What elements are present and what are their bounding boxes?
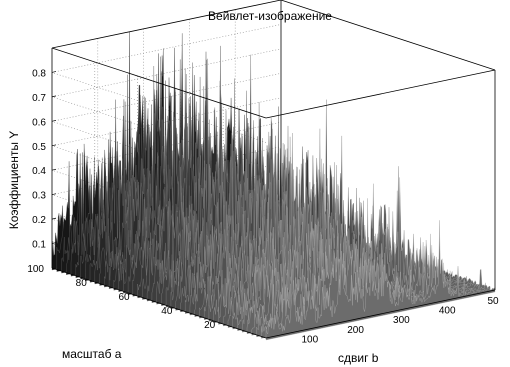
tick-labels: 0.1 0.2 0.3 0.4 0.5 0.6 0.7 0.8 20 40 60 80 100 100 20… <box>27 68 499 345</box>
y-tick-label: 40 <box>161 306 173 317</box>
z-tick-label: 0.6 <box>32 117 46 128</box>
x-tick-label: 50 <box>487 296 499 307</box>
x-tick-label: 100 <box>301 334 318 345</box>
surface-plot <box>51 31 496 341</box>
x-tick-label: 300 <box>393 315 410 326</box>
y-tick-label: 80 <box>76 278 88 289</box>
x-tick-label: 200 <box>347 325 364 336</box>
z-tick-label: 0.1 <box>32 240 46 251</box>
z-tick-label: 0.2 <box>32 215 46 226</box>
chart-title: Вейвлет-изображение <box>208 9 332 23</box>
surface-row <box>265 220 496 341</box>
z-tick-label: 0.8 <box>32 68 46 79</box>
axes-frame <box>51 0 496 339</box>
y-tick-label: 20 <box>204 320 216 331</box>
z-tick-label: 0.5 <box>32 142 46 153</box>
z-tick-label: 0.7 <box>32 93 46 104</box>
y-tick-label: 60 <box>118 292 130 303</box>
z-axis-label: Коэффициенты Y <box>7 131 21 230</box>
x-axis-label: сдвиг b <box>338 351 379 365</box>
y-axis-label: масштаб a <box>62 347 122 361</box>
x-tick-label: 400 <box>439 306 456 317</box>
y-tick-label: 100 <box>27 264 44 275</box>
z-tick-label: 0.3 <box>32 191 46 202</box>
z-tick-label: 0.4 <box>32 166 46 177</box>
